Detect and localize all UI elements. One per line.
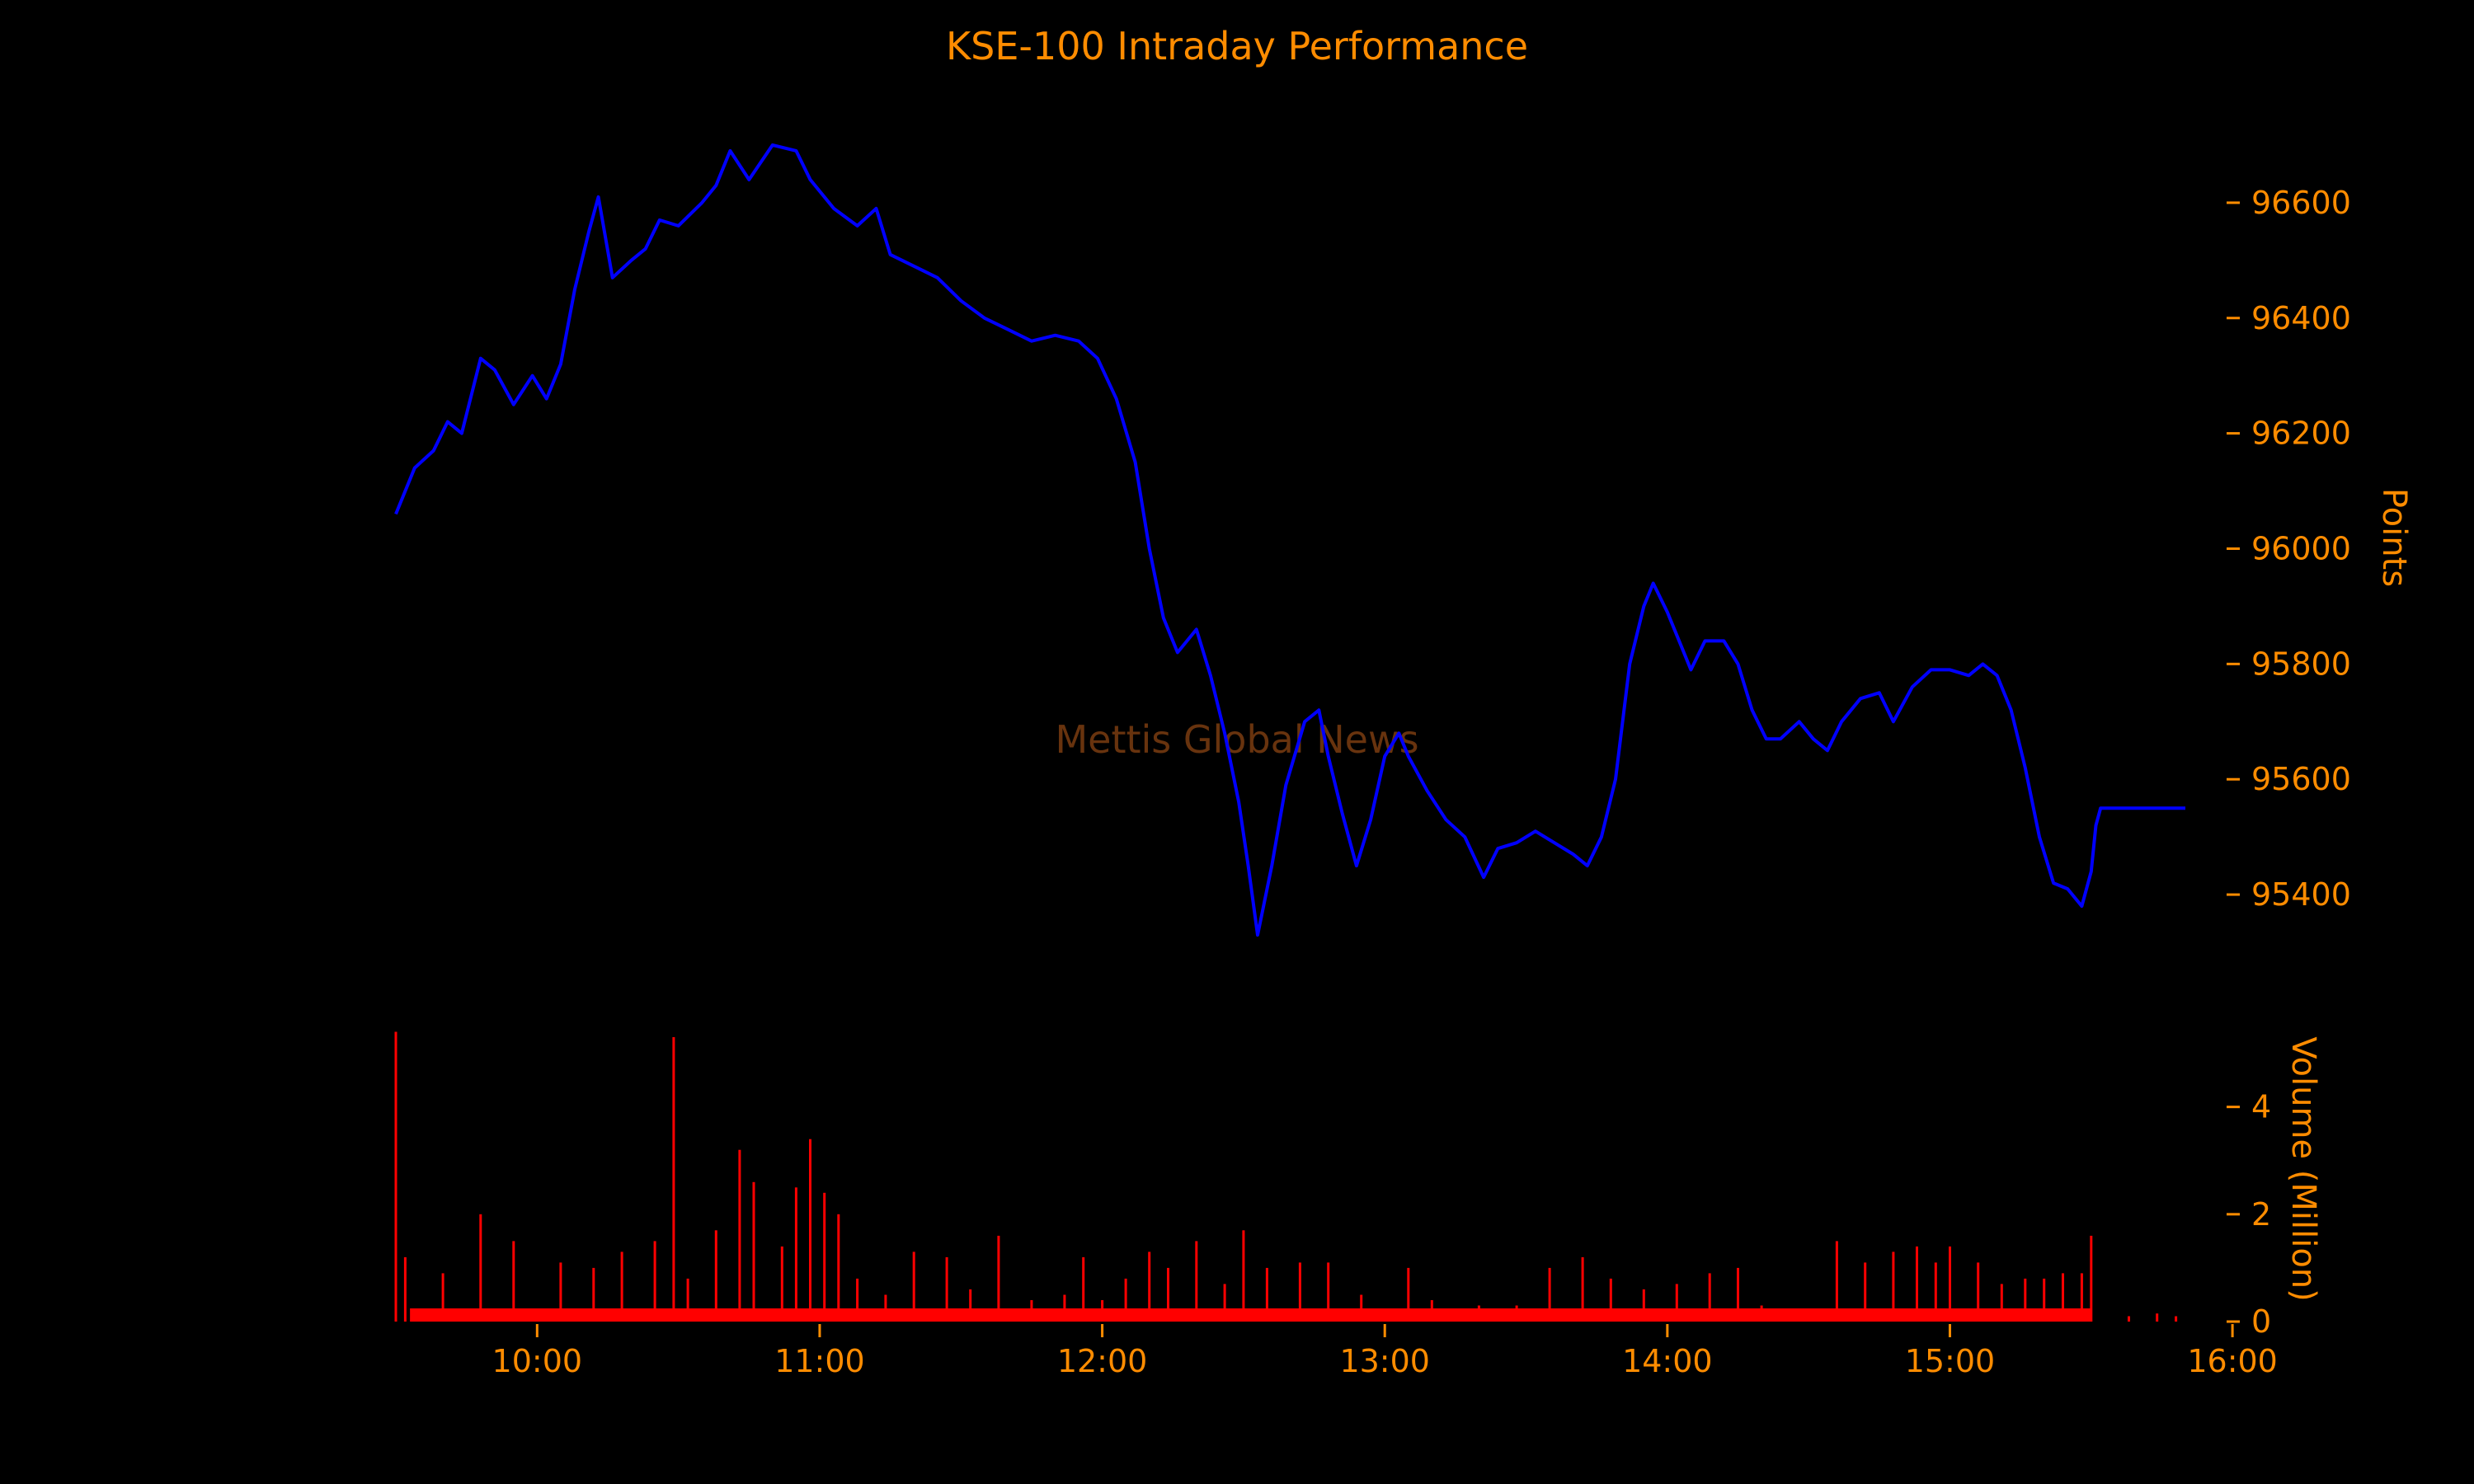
volume-axis: 4 2 0 xyxy=(2227,1089,2271,1340)
x-tick-label: 12:00 xyxy=(1057,1343,1148,1379)
volume-bar xyxy=(2024,1278,2027,1322)
volume-bar xyxy=(1101,1300,1104,1322)
volume-bar xyxy=(479,1214,482,1322)
volume-bar xyxy=(559,1262,562,1322)
x-tick-label: 14:00 xyxy=(1622,1343,1713,1379)
price-tick-label: 95800 xyxy=(2251,646,2351,682)
volume-bar xyxy=(1360,1294,1363,1322)
volume-bar xyxy=(1515,1305,1518,1322)
volume-bar xyxy=(997,1235,1000,1322)
volume-bar xyxy=(403,1256,407,1322)
volume-bar xyxy=(672,1037,675,1322)
volume-bar xyxy=(2175,1316,2178,1322)
volume-bar xyxy=(2043,1278,2046,1322)
volume-bar xyxy=(1708,1273,1711,1322)
volume-bar xyxy=(1807,1311,1810,1322)
volume-bar xyxy=(1167,1267,1169,1322)
volume-bar xyxy=(969,1289,972,1322)
volume-bar xyxy=(512,1241,515,1322)
volume-bar xyxy=(394,1031,397,1322)
volume-bar xyxy=(1892,1252,1895,1322)
x-tick-label: 10:00 xyxy=(492,1343,583,1379)
price-line xyxy=(394,143,2185,937)
volume-bar xyxy=(1675,1284,1678,1322)
x-axis: 10:00 11:00 12:00 13:00 14:00 15:00 16:00 xyxy=(492,1324,2278,1379)
volume-bar xyxy=(945,1256,948,1322)
volume-bar xyxy=(1063,1294,1066,1322)
volume-bar xyxy=(780,1246,783,1322)
volume-bar xyxy=(1242,1230,1245,1322)
volume-bars xyxy=(394,1031,2178,1322)
volume-bar xyxy=(912,1252,915,1322)
x-tick-label: 16:00 xyxy=(2187,1343,2278,1379)
volume-bar xyxy=(823,1192,826,1322)
volume-bar xyxy=(1760,1305,1763,1322)
volume-bar xyxy=(837,1214,840,1322)
volume-bar xyxy=(1430,1300,1433,1322)
volume-bar xyxy=(1082,1256,1085,1322)
price-tick-label: 95400 xyxy=(2251,876,2351,913)
volume-bar xyxy=(1737,1267,1739,1322)
volume-bar xyxy=(1934,1262,1937,1322)
volume-bar xyxy=(884,1294,887,1322)
volume-bar xyxy=(714,1230,717,1322)
volume-axis-label: Volume (Million) xyxy=(2284,1036,2322,1301)
volume-bar xyxy=(1298,1262,1301,1322)
volume-bar xyxy=(1609,1278,1612,1322)
volume-baseline xyxy=(410,1308,2091,1322)
price-tick-label: 96000 xyxy=(2251,530,2351,566)
volume-bar xyxy=(1477,1305,1480,1322)
price-tick-label: 96600 xyxy=(2251,185,2351,221)
price-tick-label: 96200 xyxy=(2251,416,2351,452)
volume-bar xyxy=(794,1187,797,1322)
volume-bar xyxy=(1407,1267,1410,1322)
volume-bar xyxy=(1916,1246,1918,1322)
volume-bar xyxy=(809,1139,811,1322)
volume-bar xyxy=(1835,1241,1838,1322)
volume-bar xyxy=(1265,1267,1268,1322)
volume-bar xyxy=(1327,1262,1330,1322)
volume-bar xyxy=(1864,1262,1867,1322)
volume-bar xyxy=(441,1273,444,1322)
price-axis: 96600 96400 96200 96000 95800 95600 95400 xyxy=(2227,185,2351,913)
volume-bar xyxy=(2128,1316,2130,1322)
watermark: Mettis Global News xyxy=(1055,717,1418,762)
volume-bar xyxy=(1223,1284,1226,1322)
volume-bar xyxy=(592,1267,595,1322)
volume-bar xyxy=(2090,1235,2093,1322)
price-axis-label: Points xyxy=(2375,488,2413,587)
volume-bar xyxy=(686,1278,689,1322)
volume-bar xyxy=(653,1241,656,1322)
volume-bar xyxy=(1642,1289,1645,1322)
volume-tick-label: 2 xyxy=(2251,1196,2271,1233)
volume-bar xyxy=(1581,1256,1584,1322)
volume-bar xyxy=(1977,1262,1980,1322)
x-tick-label: 11:00 xyxy=(774,1343,865,1379)
x-tick-label: 15:00 xyxy=(1905,1343,1996,1379)
x-tick-label: 13:00 xyxy=(1339,1343,1430,1379)
volume-bar xyxy=(856,1278,859,1322)
volume-bar xyxy=(1124,1278,1127,1322)
volume-bar xyxy=(1030,1300,1033,1322)
volume-bar xyxy=(738,1149,741,1322)
volume-bar xyxy=(1148,1252,1151,1322)
chart-title: KSE-100 Intraday Performance xyxy=(946,24,1528,68)
volume-bar xyxy=(1548,1267,1551,1322)
volume-bar xyxy=(1195,1241,1198,1322)
volume-bar xyxy=(752,1181,755,1322)
volume-bar xyxy=(2156,1313,2159,1322)
price-tick-label: 96400 xyxy=(2251,300,2351,336)
volume-bar xyxy=(2000,1284,2003,1322)
volume-bar xyxy=(2080,1273,2083,1322)
volume-tick-label: 4 xyxy=(2251,1089,2271,1125)
price-tick-label: 95600 xyxy=(2251,761,2351,797)
volume-bar xyxy=(1949,1246,1951,1322)
volume-bar xyxy=(2062,1273,2064,1322)
volume-tick-label: 0 xyxy=(2251,1303,2271,1340)
volume-bar xyxy=(620,1252,623,1322)
